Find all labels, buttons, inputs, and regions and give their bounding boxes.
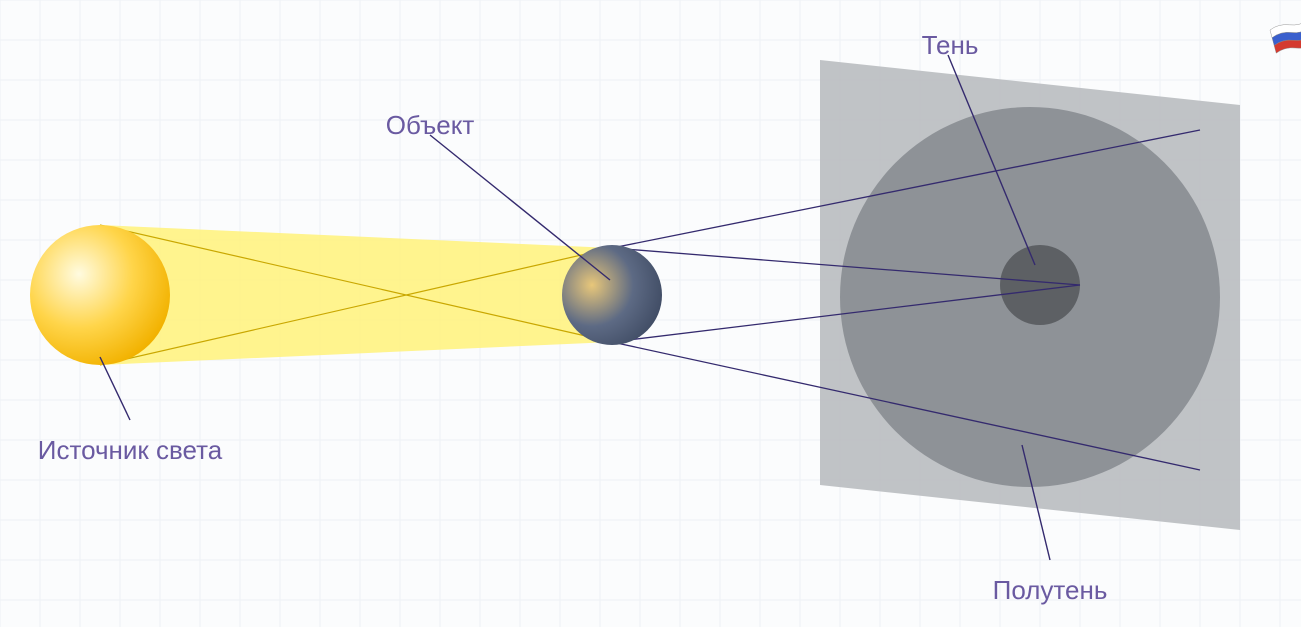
diagram-stage: { "canvas": { "width": 1301, "height": 6… bbox=[0, 0, 1301, 627]
umbra-disc bbox=[1000, 245, 1080, 325]
light-beam bbox=[100, 225, 612, 365]
object-ball bbox=[562, 245, 662, 345]
label-source: Источник света bbox=[38, 435, 222, 466]
diagram-svg bbox=[0, 0, 1301, 627]
light-source bbox=[30, 225, 170, 365]
label-object: Объект bbox=[386, 110, 475, 141]
label-shadow: Тень bbox=[922, 30, 979, 61]
label-penumbra: Полутень bbox=[993, 575, 1108, 606]
